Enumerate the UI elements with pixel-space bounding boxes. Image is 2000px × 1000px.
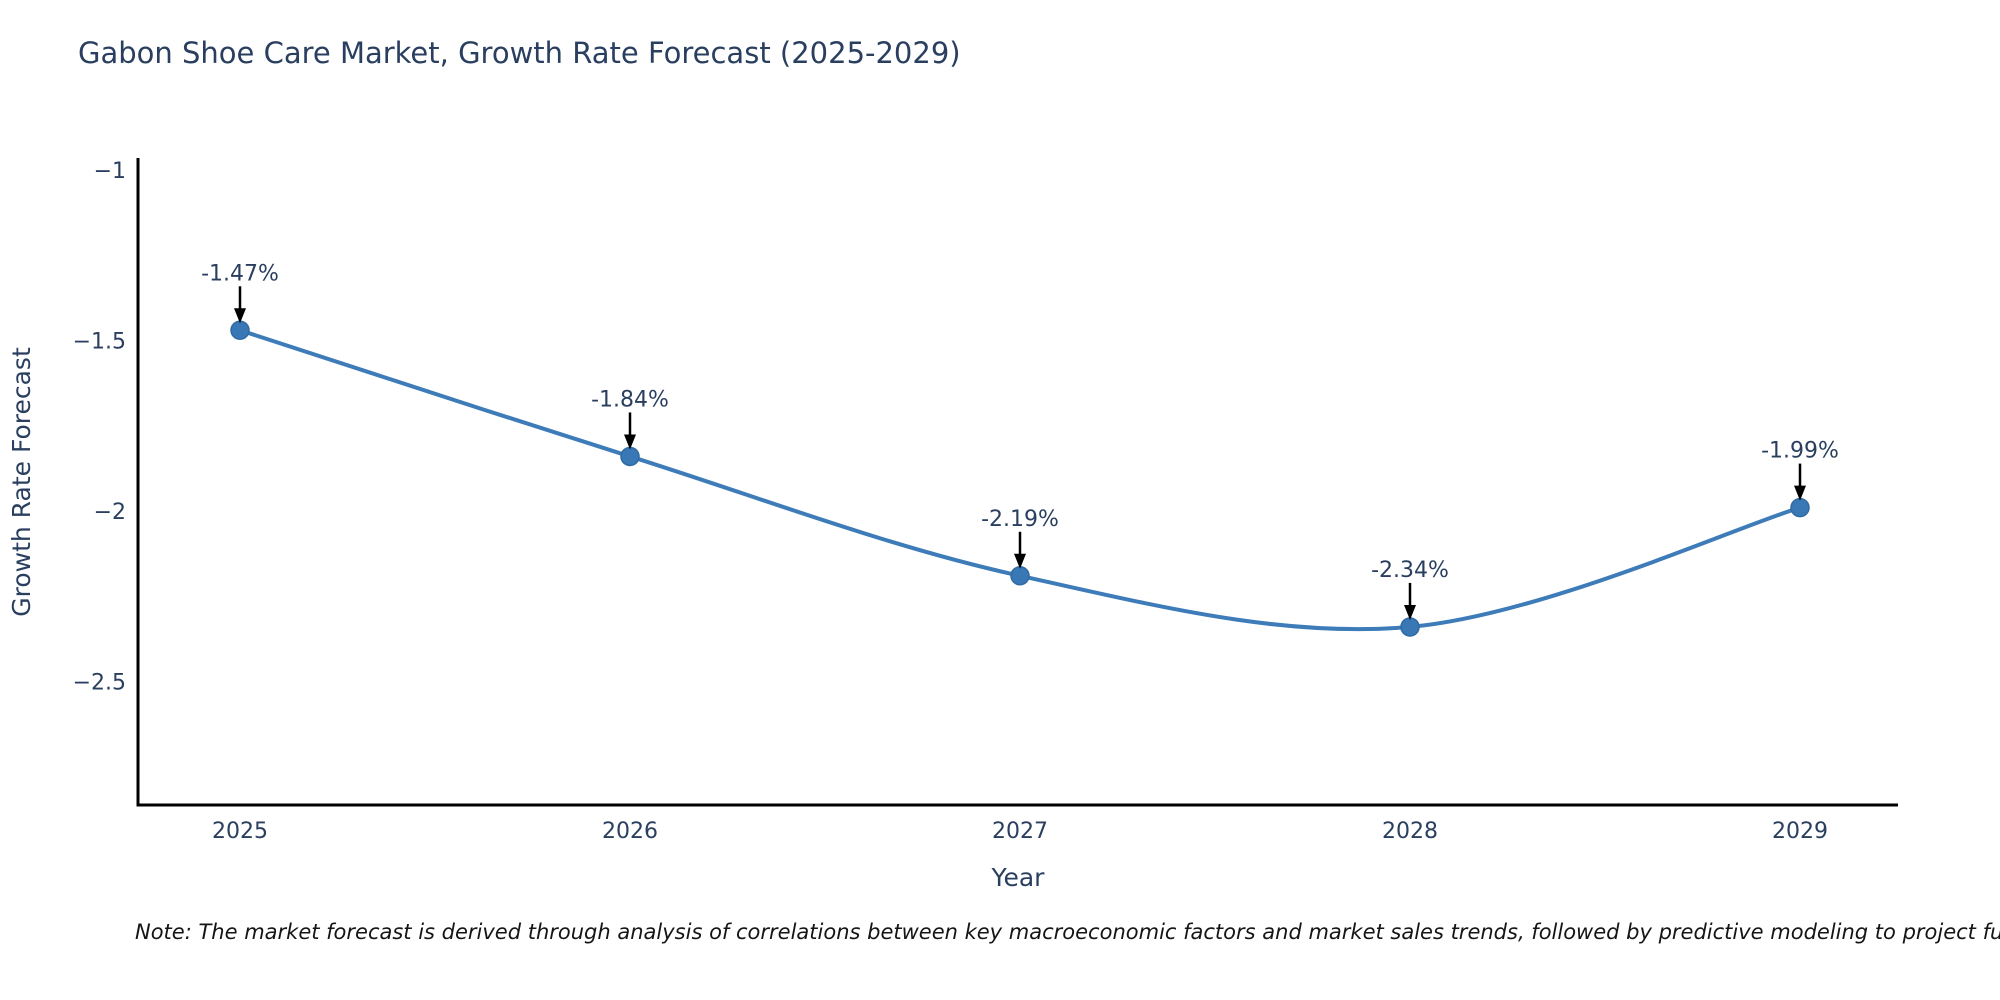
y-tick-label: −1.5 xyxy=(73,330,126,355)
annotation-arrow-head xyxy=(1794,485,1806,501)
y-tick-label: −1 xyxy=(94,159,126,184)
x-tick-label: 2029 xyxy=(1772,819,1828,844)
data-point-marker xyxy=(1400,617,1420,637)
annotation-arrow-head xyxy=(1014,553,1026,569)
data-point-label: -1.99% xyxy=(1761,439,1839,464)
x-tick-label: 2025 xyxy=(212,819,268,844)
data-point-marker xyxy=(1010,566,1030,586)
y-tick-label: −2.5 xyxy=(73,671,126,696)
y-tick-label: −2 xyxy=(94,500,126,525)
data-point-marker xyxy=(620,446,640,467)
annotation-arrow-head xyxy=(234,308,246,324)
y-axis-title: Growth Rate Forecast xyxy=(7,347,36,617)
annotation-arrow-head xyxy=(1404,604,1416,620)
data-point-label: -1.84% xyxy=(591,387,669,412)
data-point-label: -1.47% xyxy=(201,261,279,286)
x-tick-label: 2027 xyxy=(992,819,1048,844)
data-point-marker xyxy=(1790,497,1810,518)
x-tick-label: 2028 xyxy=(1382,819,1438,844)
annotation-arrow-head xyxy=(624,434,636,450)
data-point-marker xyxy=(230,320,250,341)
data-point-label: -2.34% xyxy=(1371,558,1449,583)
x-tick-label: 2026 xyxy=(602,819,658,844)
data-point-label: -2.19% xyxy=(981,507,1059,532)
footnote: Note: The market forecast is derived thr… xyxy=(135,920,2000,944)
x-axis-title: Year xyxy=(991,863,1046,892)
chart-title: Gabon Shoe Care Market, Growth Rate Fore… xyxy=(78,36,961,70)
